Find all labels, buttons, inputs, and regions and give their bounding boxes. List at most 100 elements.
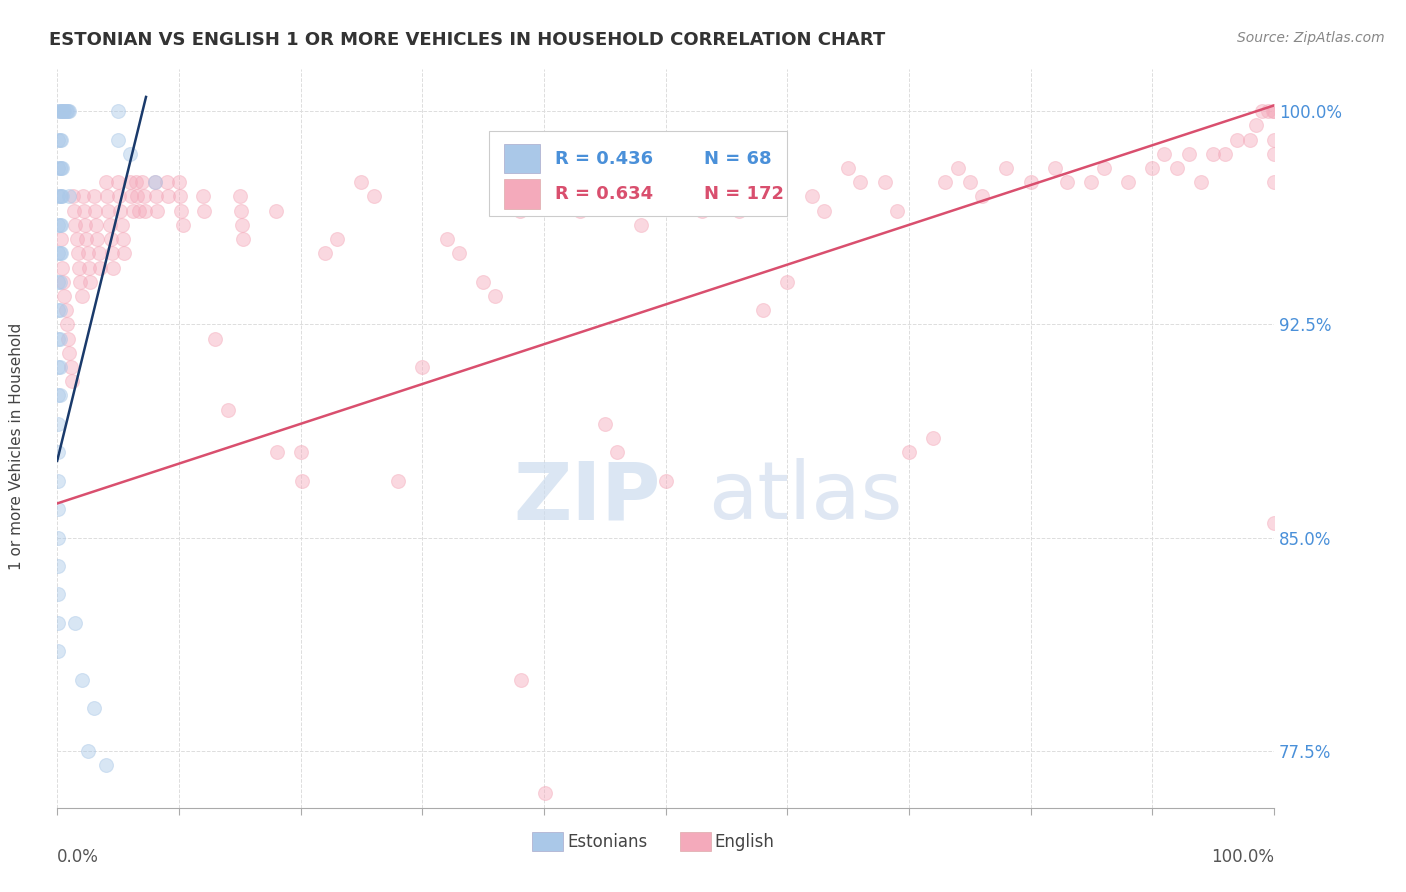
Point xyxy=(56,104,79,119)
Point xyxy=(48,332,70,346)
Point xyxy=(48,104,70,119)
Point xyxy=(55,303,77,318)
Point xyxy=(51,104,73,119)
Point xyxy=(363,189,385,203)
Point xyxy=(60,374,83,388)
Point xyxy=(229,203,252,218)
Point xyxy=(94,758,117,772)
Point xyxy=(727,203,749,218)
Point xyxy=(98,218,121,232)
Point xyxy=(58,104,80,119)
Point xyxy=(1092,161,1115,175)
Text: N = 172: N = 172 xyxy=(704,186,785,203)
Point xyxy=(73,203,96,218)
Point xyxy=(1080,175,1102,189)
Point xyxy=(52,275,75,289)
Point xyxy=(48,246,70,260)
Point xyxy=(228,189,250,203)
Point xyxy=(922,431,945,445)
Point xyxy=(75,232,97,246)
Point xyxy=(55,104,77,119)
Point xyxy=(1257,104,1279,119)
Point xyxy=(752,303,775,318)
Point xyxy=(849,175,872,189)
Point xyxy=(1263,516,1285,531)
Point xyxy=(654,474,676,488)
Point xyxy=(290,445,312,459)
Point xyxy=(131,175,153,189)
Point xyxy=(97,203,120,218)
Point xyxy=(48,615,70,630)
Point xyxy=(800,189,823,203)
Point xyxy=(897,445,920,459)
Point xyxy=(1263,175,1285,189)
Point xyxy=(48,303,70,318)
Point xyxy=(264,203,287,218)
Point xyxy=(48,531,70,545)
Point xyxy=(48,132,70,146)
Point xyxy=(63,203,86,218)
Point xyxy=(48,189,70,203)
Point xyxy=(48,502,70,516)
Point xyxy=(58,346,80,360)
Point xyxy=(83,701,105,715)
Point xyxy=(51,260,73,275)
Text: Source: ZipAtlas.com: Source: ZipAtlas.com xyxy=(1237,31,1385,45)
Point xyxy=(112,246,135,260)
Point xyxy=(169,189,191,203)
Point xyxy=(70,673,93,687)
Point xyxy=(217,402,239,417)
Point xyxy=(436,232,458,246)
Point xyxy=(56,332,79,346)
Point xyxy=(120,189,142,203)
Point xyxy=(679,189,702,203)
Text: 1 or more Vehicles in Household: 1 or more Vehicles in Household xyxy=(10,322,24,570)
Point xyxy=(48,445,70,459)
Text: 0.0%: 0.0% xyxy=(58,847,98,866)
Point xyxy=(62,189,84,203)
Point xyxy=(193,203,215,218)
Point xyxy=(1263,132,1285,146)
Point xyxy=(1239,132,1261,146)
Point xyxy=(995,161,1018,175)
Text: R = 0.436: R = 0.436 xyxy=(555,150,652,168)
Point xyxy=(83,189,105,203)
Point xyxy=(314,246,336,260)
Point xyxy=(387,474,409,488)
Point xyxy=(143,175,166,189)
Point xyxy=(145,189,167,203)
Point xyxy=(411,359,433,374)
Point xyxy=(557,189,579,203)
Point xyxy=(77,260,100,275)
Point xyxy=(48,388,70,402)
Point xyxy=(1153,146,1175,161)
Point xyxy=(107,132,129,146)
Point xyxy=(48,189,70,203)
Point xyxy=(48,559,70,574)
Point xyxy=(108,189,131,203)
Point xyxy=(1019,175,1042,189)
Point xyxy=(49,189,72,203)
Point xyxy=(51,161,73,175)
Point xyxy=(167,175,190,189)
Text: ZIP: ZIP xyxy=(513,458,661,536)
FancyBboxPatch shape xyxy=(489,131,787,217)
Text: atlas: atlas xyxy=(709,458,903,536)
Point xyxy=(1250,104,1272,119)
Point xyxy=(690,203,713,218)
Point xyxy=(472,275,495,289)
Point xyxy=(970,189,993,203)
Point xyxy=(509,203,531,218)
Point xyxy=(86,232,108,246)
Point xyxy=(52,104,75,119)
Point xyxy=(946,161,969,175)
Point xyxy=(51,189,73,203)
Point xyxy=(96,189,118,203)
Point xyxy=(193,189,215,203)
Point xyxy=(48,218,70,232)
Point xyxy=(48,246,70,260)
Bar xyxy=(503,179,540,209)
Point xyxy=(127,189,149,203)
Point xyxy=(156,189,179,203)
Point xyxy=(120,175,142,189)
